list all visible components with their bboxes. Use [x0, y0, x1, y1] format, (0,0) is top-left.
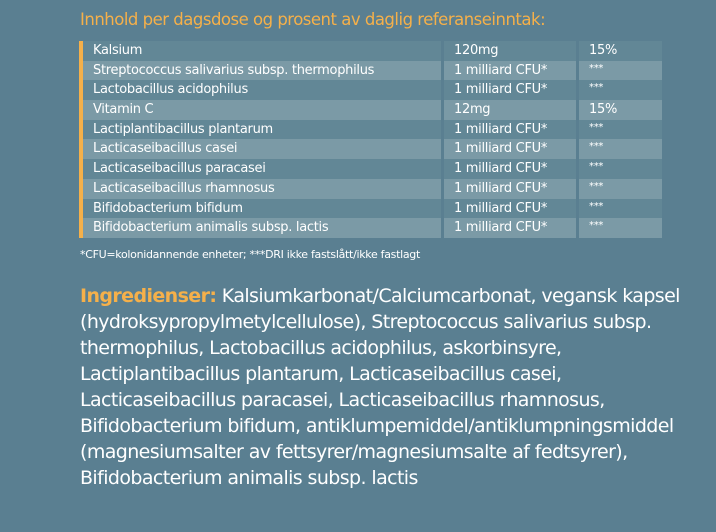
nutrient-amount: 1 milliard CFU* — [444, 159, 576, 179]
nutrition-table: Kalsium 120mg 15% Streptococcus salivarius … — [79, 41, 664, 238]
nutrient-name: Lacticaseibacillus casei — [83, 139, 441, 160]
nutrient-name: Lactobacillus acidophilus — [83, 80, 441, 101]
table-row: Lacticaseibacillus rhamnosus 1 milliard C… — [83, 178, 664, 199]
ingredients-label: Ingredienser: — [80, 285, 217, 307]
nutrient-dri: *** — [579, 159, 662, 179]
nutrient-name: Bifidobacterium animalis subsp. lactis — [83, 218, 441, 238]
nutrient-amount: 12mg — [444, 100, 576, 120]
nutrient-amount: 1 milliard CFU* — [444, 119, 576, 140]
nutrient-name: Bifidobacterium bifidum — [83, 198, 441, 219]
table-row: Lacticaseibacillus casei 1 milliard CFU* *… — [83, 139, 664, 160]
nutrient-name: Lacticaseibacillus rhamnosus — [83, 178, 441, 199]
nutrient-dri: *** — [579, 119, 662, 140]
table-row: Lacticaseibacillus paracasei 1 milliard C… — [83, 159, 664, 179]
nutrient-dri: *** — [579, 139, 662, 160]
nutrient-dri: *** — [579, 60, 662, 81]
table-row: Bifidobacterium animalis subsp. lactis 1 … — [83, 218, 664, 238]
nutrient-amount: 120mg — [444, 41, 576, 61]
nutrient-amount: 1 milliard CFU* — [444, 60, 576, 81]
nutrient-amount: 1 milliard CFU* — [444, 218, 576, 238]
table-row: Vitamin C 12mg 15% — [83, 100, 664, 120]
table-row: Lactiplantibacillus plantarum 1 milliard … — [83, 119, 664, 140]
nutrient-name: Streptococcus salivarius subsp. thermoph… — [83, 60, 441, 81]
nutrient-dri: 15% — [579, 100, 662, 120]
nutrient-amount: 1 milliard CFU* — [444, 198, 576, 219]
nutrient-dri: *** — [579, 80, 662, 101]
nutrient-dri: *** — [579, 218, 662, 238]
footnote: *CFU=kolonidannende enheter; ***DRI ikke… — [80, 248, 420, 261]
nutrient-dri: *** — [579, 198, 662, 219]
nutrient-amount: 1 milliard CFU* — [444, 80, 576, 101]
nutrient-amount: 1 milliard CFU* — [444, 139, 576, 160]
table-row: Lactobacillus acidophilus 1 milliard CFU*… — [83, 80, 664, 101]
ingredients-text: Kalsiumkarbonat/Calciumcarbonat, vegansk… — [80, 285, 680, 489]
nutrition-heading: Innhold per dagsdose og prosent av dagli… — [80, 10, 546, 29]
table-row: Kalsium 120mg 15% — [83, 41, 664, 61]
nutrient-dri: 15% — [579, 41, 662, 61]
nutrient-name: Lacticaseibacillus paracasei — [83, 159, 441, 179]
nutrient-name: Kalsium — [83, 41, 441, 61]
nutrient-dri: *** — [579, 178, 662, 199]
table-row: Bifidobacterium bifidum 1 milliard CFU* **… — [83, 198, 664, 219]
table-row: Streptococcus salivarius subsp. thermoph… — [83, 60, 664, 81]
nutrient-amount: 1 milliard CFU* — [444, 178, 576, 199]
ingredients: Ingredienser: Kalsiumkarbonat/Calciumcar… — [80, 283, 716, 491]
nutrient-name: Lactiplantibacillus plantarum — [83, 119, 441, 140]
nutrient-name: Vitamin C — [83, 100, 441, 120]
